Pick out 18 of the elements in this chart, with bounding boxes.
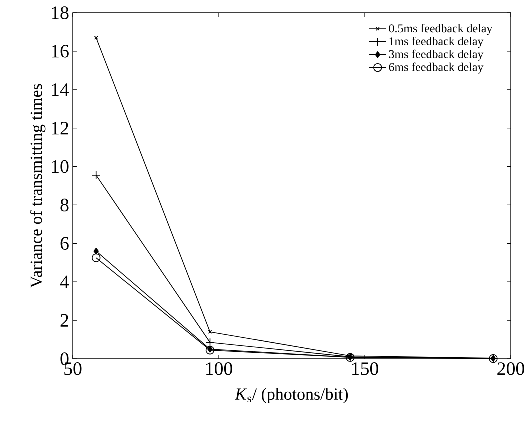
legend-label: 3ms feedback delay bbox=[389, 50, 484, 61]
y-tick-label: 16 bbox=[52, 45, 69, 58]
x-tick-label: 200 bbox=[498, 362, 524, 376]
y-tick-label: 8 bbox=[60, 198, 69, 212]
y-tick-label: 14 bbox=[52, 84, 70, 96]
y-tick-label: 4 bbox=[60, 276, 70, 288]
legend-label: 0.5ms feedback delay bbox=[389, 24, 493, 36]
y-tick-label: 2 bbox=[60, 314, 68, 327]
y-tick-label: 12 bbox=[52, 122, 68, 135]
legend-label: 6ms feedback delay bbox=[389, 62, 484, 74]
x-axis-title: K$_{s}$/ (photons/bit) bbox=[235, 388, 348, 404]
x-tick-label: 100 bbox=[206, 362, 232, 376]
y-tick-label: 6 bbox=[60, 237, 69, 250]
y-tick-label: 18 bbox=[52, 6, 69, 20]
x-tick-label: 150 bbox=[352, 362, 378, 376]
y-axis-title: Variance of transmitting times bbox=[30, 84, 46, 288]
y-tick-label: 10 bbox=[52, 160, 69, 174]
legend-label: 1ms feedback delay bbox=[390, 37, 484, 48]
